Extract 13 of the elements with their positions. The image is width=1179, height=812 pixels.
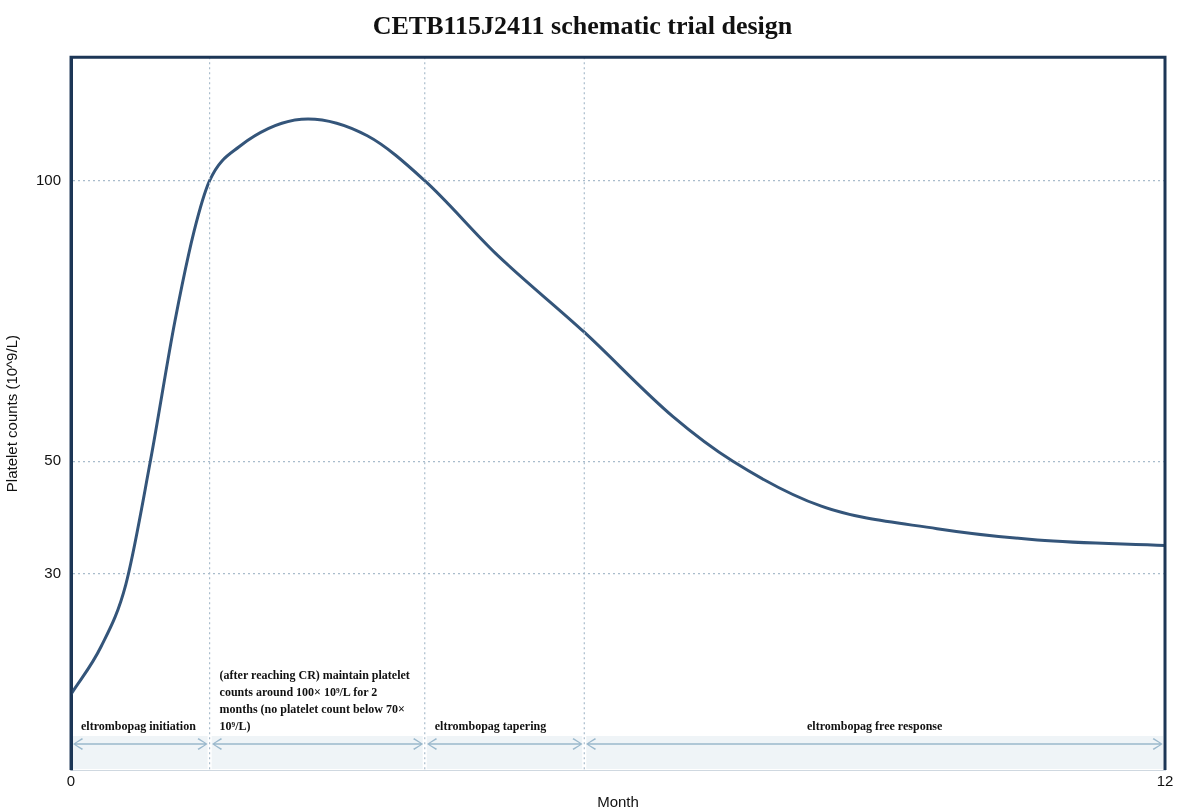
y-axis-title: Platelet counts (10^9/L) xyxy=(3,335,21,493)
y-tick-label: 100 xyxy=(36,170,62,188)
y-tick-label: 50 xyxy=(44,451,62,469)
band-label: eltrombopag free response xyxy=(806,719,943,733)
band-label: eltrombopag tapering xyxy=(434,719,547,733)
y-tick-label: 30 xyxy=(44,563,62,581)
x-axis-title: Month xyxy=(597,793,639,811)
band-label: (after reaching CR) maintain platelet counts around 100× 10⁹/L for 2 months (no platelet count below 70× 10⁹/L) xyxy=(219,668,410,733)
chart-title: CETB115J2411 schematic trial design xyxy=(372,11,793,41)
x-tick-label: 12 xyxy=(1156,772,1174,790)
line-series xyxy=(71,117,1165,696)
band-label: eltrombopag initiation xyxy=(81,719,197,733)
x-tick-label: 0 xyxy=(66,772,76,790)
